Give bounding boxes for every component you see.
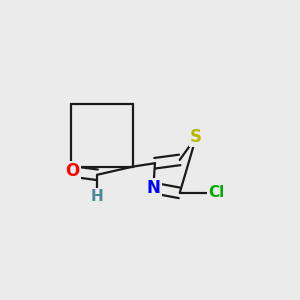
Text: S: S	[190, 128, 202, 146]
Text: O: O	[65, 163, 80, 181]
Text: H: H	[91, 189, 103, 204]
Text: Cl: Cl	[208, 185, 224, 200]
Text: N: N	[146, 179, 160, 197]
